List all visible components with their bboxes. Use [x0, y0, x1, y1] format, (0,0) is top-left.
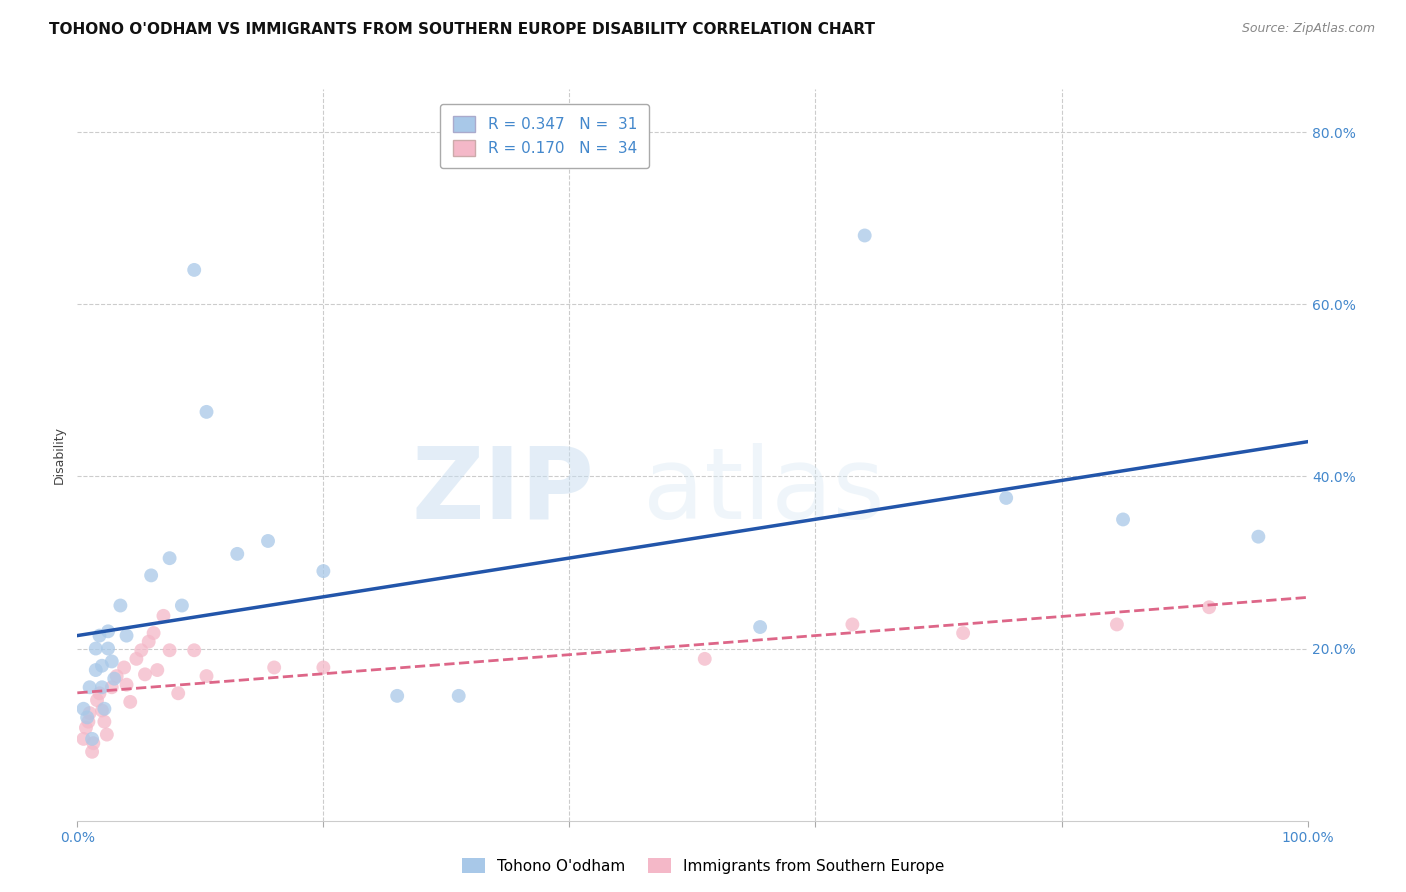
Point — [93, 702, 115, 716]
Point — [79, 680, 101, 694]
Point — [93, 714, 115, 729]
Point — [82, 736, 104, 750]
Point — [79, 706, 101, 720]
Point — [138, 634, 160, 648]
Legend: Tohono O'odham, Immigrants from Southern Europe: Tohono O'odham, Immigrants from Southern… — [456, 852, 950, 880]
Point — [159, 551, 181, 566]
Point — [115, 629, 138, 643]
Point — [447, 689, 470, 703]
Point — [312, 660, 335, 674]
Point — [183, 643, 205, 657]
Point — [263, 660, 285, 674]
Point — [72, 702, 94, 716]
Point — [195, 669, 218, 683]
Point — [82, 745, 104, 759]
Point — [82, 731, 104, 746]
Point — [76, 710, 98, 724]
Point — [1105, 617, 1128, 632]
Text: ZIP: ZIP — [411, 443, 595, 540]
Point — [115, 678, 138, 692]
Point — [75, 721, 97, 735]
Point — [84, 641, 107, 656]
Point — [129, 643, 153, 657]
Point — [86, 693, 108, 707]
Point — [89, 686, 111, 700]
Point — [125, 652, 148, 666]
Point — [1112, 512, 1135, 526]
Point — [101, 680, 124, 694]
Point — [120, 695, 142, 709]
Point — [96, 728, 118, 742]
Point — [90, 704, 114, 718]
Point — [105, 669, 128, 683]
Point — [749, 620, 772, 634]
Point — [170, 599, 193, 613]
Point — [77, 714, 100, 729]
Point — [97, 624, 120, 639]
Text: Source: ZipAtlas.com: Source: ZipAtlas.com — [1241, 22, 1375, 36]
Point — [853, 228, 876, 243]
Point — [97, 641, 120, 656]
Point — [112, 660, 135, 674]
Point — [226, 547, 249, 561]
Point — [89, 629, 111, 643]
Point — [693, 652, 716, 666]
Point — [90, 680, 114, 694]
Text: atlas: atlas — [644, 443, 884, 540]
Point — [142, 626, 165, 640]
Point — [841, 617, 863, 632]
Point — [72, 731, 94, 746]
Point — [134, 667, 156, 681]
Point — [1198, 600, 1220, 615]
Point — [952, 626, 974, 640]
Point — [183, 263, 205, 277]
Point — [103, 672, 125, 686]
Point — [995, 491, 1018, 505]
Point — [110, 599, 132, 613]
Point — [385, 689, 409, 703]
Point — [84, 663, 107, 677]
Point — [257, 533, 280, 548]
Text: TOHONO O'ODHAM VS IMMIGRANTS FROM SOUTHERN EUROPE DISABILITY CORRELATION CHART: TOHONO O'ODHAM VS IMMIGRANTS FROM SOUTHE… — [49, 22, 875, 37]
Point — [101, 655, 124, 669]
Point — [195, 405, 218, 419]
Legend: R = 0.347   N =  31, R = 0.170   N =  34: R = 0.347 N = 31, R = 0.170 N = 34 — [440, 104, 650, 169]
Point — [146, 663, 169, 677]
Point — [90, 658, 114, 673]
Point — [152, 608, 174, 623]
Point — [167, 686, 190, 700]
Point — [159, 643, 181, 657]
Point — [1247, 530, 1270, 544]
Point — [141, 568, 163, 582]
Point — [312, 564, 335, 578]
Y-axis label: Disability: Disability — [53, 425, 66, 484]
